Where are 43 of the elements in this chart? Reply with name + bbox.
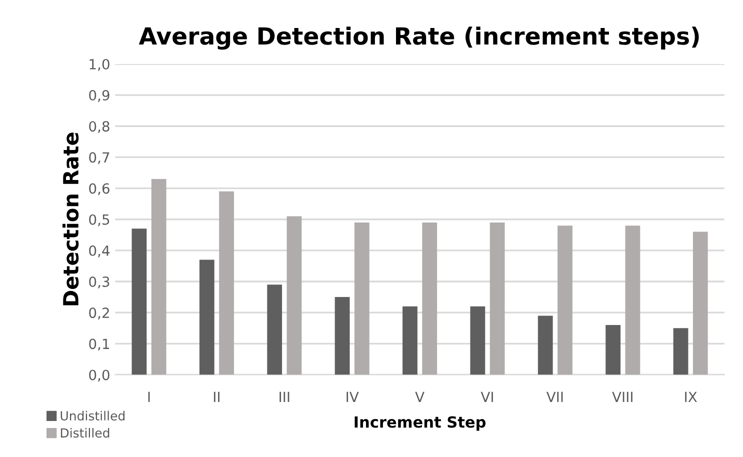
x-tick-label: VI (480, 392, 493, 402)
y-tick-label: 0,3 (89, 276, 110, 288)
y-tick-label: 0,0 (89, 370, 110, 382)
bar (286, 216, 302, 375)
bar (422, 222, 438, 375)
bar (490, 222, 505, 375)
x-tick-label: V (415, 392, 424, 402)
x-tick-label: II (214, 392, 220, 402)
y-tick-label: 0,9 (89, 90, 110, 102)
x-axis-title: Increment Step (354, 416, 486, 431)
bar (219, 191, 234, 375)
y-axis-title: Detection Rate (62, 132, 79, 306)
y-tick-label: 0,1 (89, 338, 110, 351)
bar (606, 325, 621, 375)
bar (199, 260, 214, 375)
x-tick-label: IX (685, 392, 697, 402)
bar (673, 328, 688, 375)
y-tick-label: 0,6 (89, 183, 110, 196)
x-tick-label: IV (346, 392, 359, 402)
bar (558, 226, 572, 375)
bar (132, 228, 147, 375)
bar (334, 297, 350, 375)
legend-label: Undistilled (60, 410, 125, 421)
legend-label: Distilled (60, 428, 110, 438)
x-tick-label: VIII (612, 392, 632, 402)
bar (625, 226, 640, 375)
y-tick-label: 0,8 (89, 121, 110, 134)
y-tick-label: 0,2 (89, 308, 109, 320)
x-tick-label: VII (546, 392, 563, 402)
y-tick-label: 0,4 (89, 245, 110, 258)
bar (354, 222, 370, 375)
x-tick-label: III (280, 392, 290, 402)
bar (470, 306, 486, 375)
y-tick-label: 0,7 (89, 152, 110, 164)
chart-title: Average Detection Rate (increment steps) (138, 26, 699, 50)
bar (402, 306, 418, 375)
bar (267, 284, 282, 375)
bar (692, 232, 708, 375)
x-tick-label: I (148, 392, 150, 402)
y-tick-label: 1,0 (90, 58, 110, 71)
bar (151, 178, 166, 375)
bar (538, 316, 553, 375)
y-tick-label: 0,5 (89, 214, 110, 226)
